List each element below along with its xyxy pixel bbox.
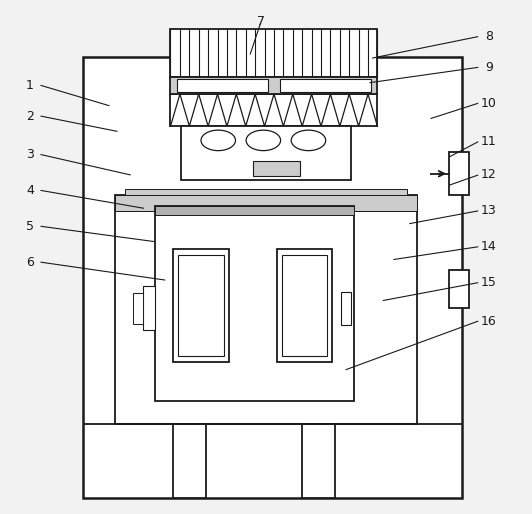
Bar [277,249,332,362]
Text: 11: 11 [481,135,497,148]
Ellipse shape [246,130,280,151]
Text: 16: 16 [481,315,497,327]
Text: 8: 8 [485,30,493,43]
Text: 6: 6 [26,255,34,269]
Bar [177,79,268,92]
Bar [302,424,335,498]
Bar [178,255,223,356]
Ellipse shape [291,130,326,151]
Text: 5: 5 [26,220,34,233]
Bar [253,161,301,176]
Text: 10: 10 [481,97,497,109]
Text: 12: 12 [481,169,497,181]
Bar [134,292,143,324]
Bar [115,195,417,211]
Bar [143,286,155,330]
Text: 7: 7 [257,15,265,28]
Text: 2: 2 [26,109,34,122]
Bar [449,152,469,195]
Bar [449,270,469,308]
Text: 14: 14 [481,240,497,253]
Text: 1: 1 [26,79,34,92]
Bar [173,249,229,362]
Bar [280,79,371,92]
Text: 15: 15 [481,276,497,289]
Bar [115,195,417,424]
Bar [342,291,351,325]
Text: 13: 13 [481,205,497,217]
Bar [181,126,351,180]
Text: 9: 9 [485,61,493,74]
Bar [155,206,354,215]
Bar [83,57,462,498]
Text: 4: 4 [26,184,34,197]
Bar [170,77,377,94]
Bar [126,189,406,195]
Ellipse shape [201,130,236,151]
Text: 3: 3 [26,148,34,161]
Bar [170,29,377,77]
Bar [170,94,377,126]
Bar [155,206,354,400]
Bar [173,424,206,498]
Bar [282,255,327,356]
